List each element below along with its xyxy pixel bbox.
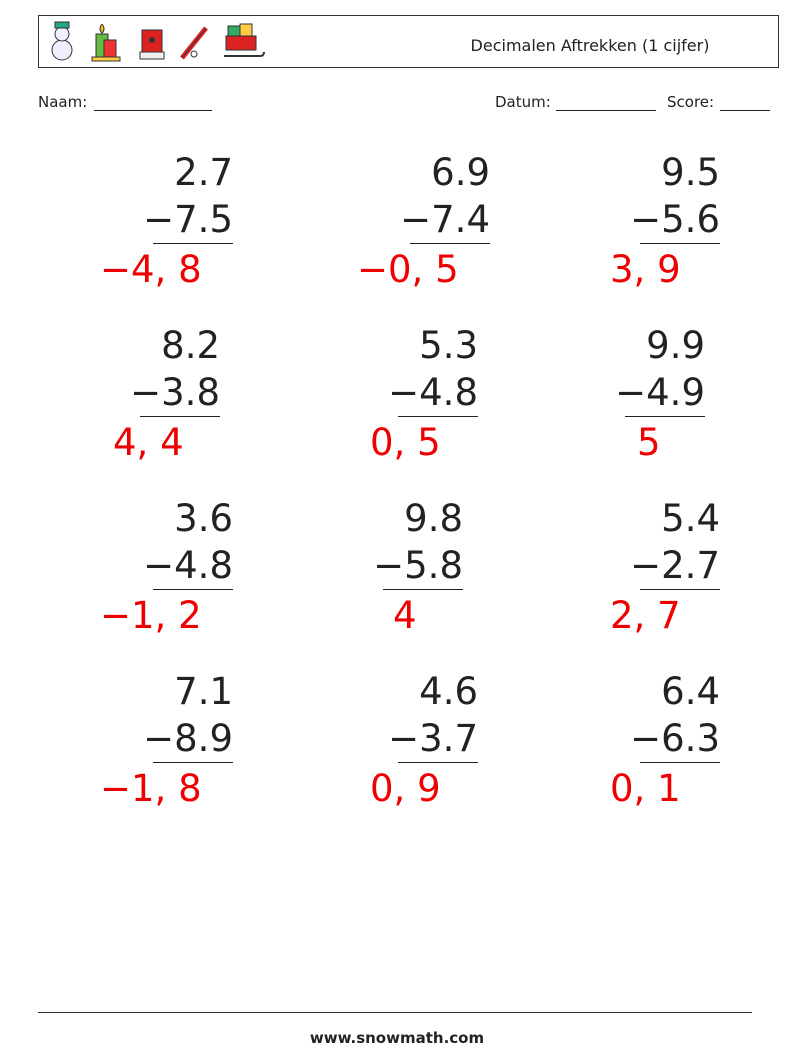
- bottom-number: −4.9: [615, 371, 705, 414]
- footer-rule: [38, 1012, 752, 1013]
- answer-rule: [383, 589, 463, 590]
- bottom-number: −7.4: [400, 198, 490, 241]
- answer-rule: [153, 589, 233, 590]
- answer: 3, 9: [610, 248, 681, 291]
- bottom-number: −6.3: [630, 717, 720, 760]
- answer-rule: [640, 589, 720, 590]
- answer: −1, 2: [100, 594, 202, 637]
- answer: −1, 8: [100, 767, 202, 810]
- answer: 5: [637, 421, 661, 464]
- header-icons: [51, 21, 265, 62]
- bottom-number: −3.8: [130, 371, 220, 414]
- bottom-number: −4.8: [143, 544, 233, 587]
- header-box: [38, 15, 779, 68]
- footer-site: www.snowmath.com: [309, 1029, 485, 1047]
- top-number: 5.4: [661, 497, 720, 540]
- date-label: Datum:: [495, 93, 551, 111]
- bottom-number: −2.7: [630, 544, 720, 587]
- answer: 0, 1: [610, 767, 681, 810]
- answer: 0, 5: [370, 421, 441, 464]
- mitten-icon: [139, 29, 165, 60]
- answer: −0, 5: [357, 248, 459, 291]
- firework-icon: [180, 26, 208, 60]
- top-number: 6.4: [661, 670, 720, 713]
- bottom-number: −3.7: [388, 717, 478, 760]
- answer: 4: [393, 594, 417, 637]
- bottom-number: −5.6: [630, 198, 720, 241]
- bottom-number: −7.5: [143, 198, 233, 241]
- bottom-number: −5.8: [373, 544, 463, 587]
- answer: −4, 8: [100, 248, 202, 291]
- top-number: 9.8: [404, 497, 463, 540]
- top-number: 5.3: [419, 324, 478, 367]
- answer-rule: [140, 416, 220, 417]
- sleigh-icon: [224, 23, 265, 57]
- snowman-icon: [51, 21, 73, 61]
- top-number: 7.1: [174, 670, 233, 713]
- candle-icon: [91, 23, 121, 62]
- score-blank: [720, 110, 770, 111]
- answer-rule: [640, 243, 720, 244]
- date-blank: [556, 110, 656, 111]
- answer-rule: [153, 762, 233, 763]
- top-number: 3.6: [174, 497, 233, 540]
- top-number: 2.7: [174, 151, 233, 194]
- answer-rule: [640, 762, 720, 763]
- title: Decimalen Aftrekken (1 cijfer): [470, 36, 710, 55]
- answer-rule: [625, 416, 705, 417]
- answer-rule: [398, 416, 478, 417]
- top-number: 9.9: [646, 324, 705, 367]
- answer: 2, 7: [610, 594, 681, 637]
- bottom-number: −8.9: [143, 717, 233, 760]
- answer-rule: [398, 762, 478, 763]
- answer: 4, 4: [113, 421, 184, 464]
- top-number: 8.2: [161, 324, 220, 367]
- answer-rule: [410, 243, 490, 244]
- name-blank: [94, 110, 212, 111]
- name-label: Naam:: [38, 93, 88, 111]
- top-number: 9.5: [661, 151, 720, 194]
- answer-rule: [153, 243, 233, 244]
- top-number: 4.6: [419, 670, 478, 713]
- top-number: 6.9: [431, 151, 490, 194]
- answer: 0, 9: [370, 767, 441, 810]
- bottom-number: −4.8: [388, 371, 478, 414]
- score-label: Score:: [667, 93, 715, 111]
